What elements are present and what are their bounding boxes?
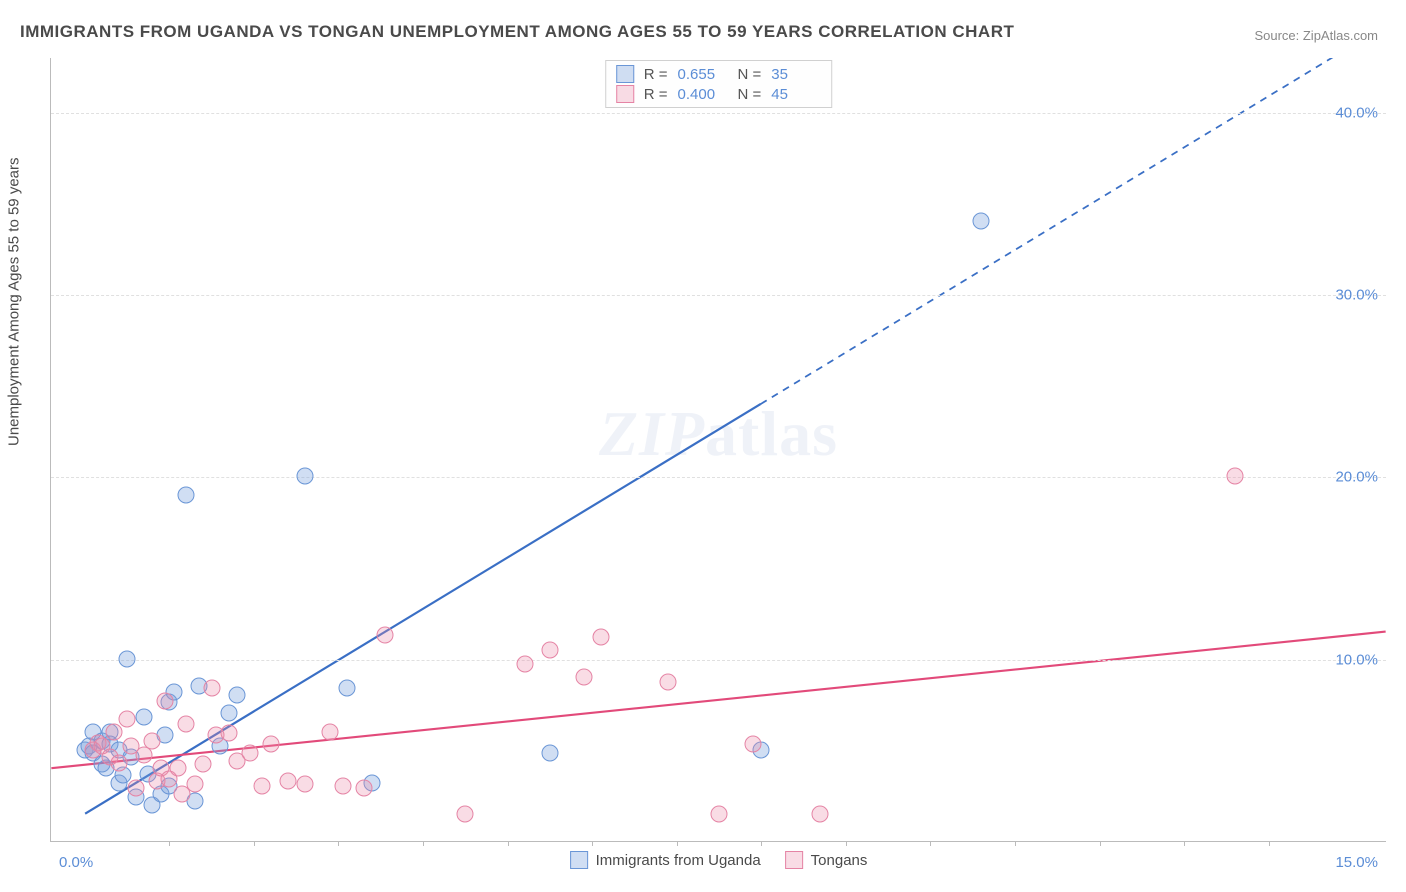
legend-item-series-b: Tongans	[785, 851, 868, 869]
x-tick	[677, 841, 678, 846]
scatter-point	[119, 650, 136, 667]
x-tick	[254, 841, 255, 846]
scatter-point	[377, 626, 394, 643]
scatter-point	[136, 747, 153, 764]
swatch-series-a	[616, 65, 634, 83]
scatter-point	[660, 674, 677, 691]
scatter-point	[110, 754, 127, 771]
scatter-point	[541, 745, 558, 762]
chart-title: IMMIGRANTS FROM UGANDA VS TONGAN UNEMPLO…	[20, 22, 1014, 42]
r-value-a: 0.655	[678, 66, 728, 83]
legend-series: Immigrants from Uganda Tongans	[570, 851, 868, 869]
scatter-point	[106, 723, 123, 740]
swatch-series-a-icon	[570, 851, 588, 869]
scatter-point	[541, 641, 558, 658]
scatter-point	[262, 736, 279, 753]
x-tick	[508, 841, 509, 846]
scatter-point	[136, 709, 153, 726]
scatter-point	[973, 213, 990, 230]
x-tick	[846, 841, 847, 846]
scatter-point	[322, 723, 339, 740]
x-tick	[1269, 841, 1270, 846]
scatter-point	[203, 679, 220, 696]
scatter-point	[220, 725, 237, 742]
series-b-name: Tongans	[811, 852, 868, 869]
plot-area: ZIPatlas R =0.655 N =35 R =0.400 N =45 I…	[50, 58, 1386, 842]
scatter-point	[178, 486, 195, 503]
x-tick	[761, 841, 762, 846]
scatter-point	[229, 687, 246, 704]
scatter-point	[157, 692, 174, 709]
scatter-point	[744, 736, 761, 753]
scatter-point	[296, 468, 313, 485]
r-value-b: 0.400	[678, 86, 728, 103]
legend-correlation: R =0.655 N =35 R =0.400 N =45	[605, 60, 833, 108]
y-axis-label: Unemployment Among Ages 55 to 59 years	[6, 157, 23, 446]
scatter-point	[195, 756, 212, 773]
scatter-point	[592, 628, 609, 645]
scatter-point	[127, 780, 144, 797]
x-tick	[1015, 841, 1016, 846]
legend-row-series-b: R =0.400 N =45	[616, 84, 822, 104]
scatter-point	[457, 805, 474, 822]
swatch-series-b	[616, 85, 634, 103]
scatter-point	[186, 776, 203, 793]
x-tick	[930, 841, 931, 846]
scatter-point	[254, 778, 271, 795]
swatch-series-b-icon	[785, 851, 803, 869]
gridline	[51, 295, 1386, 296]
scatter-point	[516, 656, 533, 673]
gridline	[51, 477, 1386, 478]
n-value-b: 45	[771, 86, 821, 103]
scatter-point	[241, 745, 258, 762]
x-tick	[338, 841, 339, 846]
x-tick	[592, 841, 593, 846]
x-tick	[1184, 841, 1185, 846]
scatter-point	[279, 772, 296, 789]
scatter-point	[1226, 468, 1243, 485]
scatter-point	[296, 776, 313, 793]
y-tick-label: 30.0%	[1335, 287, 1378, 304]
watermark: ZIPatlas	[599, 397, 838, 471]
trend-lines	[51, 58, 1386, 841]
scatter-point	[575, 668, 592, 685]
y-tick-label: 10.0%	[1335, 651, 1378, 668]
legend-row-series-a: R =0.655 N =35	[616, 64, 822, 84]
scatter-point	[334, 778, 351, 795]
x-tick-label-right: 15.0%	[1335, 854, 1378, 871]
scatter-point	[144, 732, 161, 749]
scatter-point	[355, 780, 372, 797]
y-tick-label: 20.0%	[1335, 469, 1378, 486]
source-label: Source: ZipAtlas.com	[1254, 28, 1378, 43]
gridline	[51, 113, 1386, 114]
scatter-point	[220, 705, 237, 722]
n-value-a: 35	[771, 66, 821, 83]
scatter-point	[711, 805, 728, 822]
scatter-point	[812, 805, 829, 822]
x-tick	[169, 841, 170, 846]
y-tick-label: 40.0%	[1335, 104, 1378, 121]
scatter-point	[169, 760, 186, 777]
gridline	[51, 660, 1386, 661]
x-tick	[1100, 841, 1101, 846]
scatter-point	[338, 679, 355, 696]
scatter-point	[119, 710, 136, 727]
x-tick-label-left: 0.0%	[59, 854, 93, 871]
legend-item-series-a: Immigrants from Uganda	[570, 851, 761, 869]
x-tick	[423, 841, 424, 846]
series-a-name: Immigrants from Uganda	[596, 852, 761, 869]
scatter-point	[178, 716, 195, 733]
